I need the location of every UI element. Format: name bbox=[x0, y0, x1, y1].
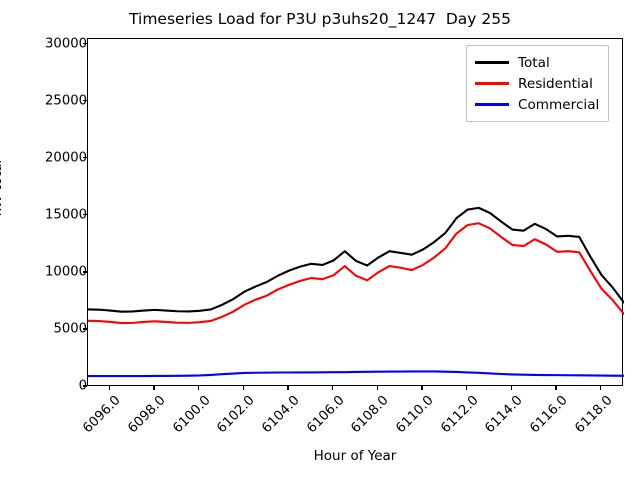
y-tick-label: 15000 bbox=[45, 207, 87, 223]
x-tick-label: 6110.0 bbox=[393, 393, 437, 437]
x-tick-label: 6100.0 bbox=[170, 393, 214, 437]
legend-swatch-commercial bbox=[475, 103, 509, 106]
y-tick-label: 25000 bbox=[45, 93, 87, 109]
y-tick-label: 5000 bbox=[53, 321, 87, 337]
y-tick-mark bbox=[83, 328, 87, 330]
x-tick-label: 6118.0 bbox=[572, 393, 616, 437]
legend-item-commercial: Commercial bbox=[475, 94, 599, 115]
legend-item-residential: Residential bbox=[475, 73, 599, 94]
series-line-residential bbox=[88, 222, 624, 325]
x-tick-mark bbox=[600, 386, 602, 390]
y-tick-mark bbox=[83, 214, 87, 216]
x-tick-mark bbox=[198, 386, 200, 390]
legend-item-total: Total bbox=[475, 52, 599, 73]
y-tick-mark bbox=[83, 271, 87, 273]
x-tick-mark bbox=[421, 386, 423, 390]
legend-label: Residential bbox=[518, 75, 593, 92]
x-tick-mark bbox=[242, 386, 244, 390]
x-tick-label: 6112.0 bbox=[438, 393, 482, 437]
x-tick-mark bbox=[555, 386, 557, 390]
x-tick-mark bbox=[376, 386, 378, 390]
y-tick-label: 30000 bbox=[45, 36, 87, 52]
x-tick-mark bbox=[153, 386, 155, 390]
x-tick-label: 6108.0 bbox=[348, 393, 392, 437]
y-tick-label: 20000 bbox=[45, 150, 87, 166]
x-tick-mark bbox=[287, 386, 289, 390]
x-tick-label: 6102.0 bbox=[214, 393, 258, 437]
x-axis-ticks: 6096.0 6098.0 6100.0 6102.0 6104.0 6106.0 6108… bbox=[81, 386, 623, 476]
y-tick-mark bbox=[83, 43, 87, 45]
x-tick-mark bbox=[108, 386, 110, 390]
y-tick-mark bbox=[83, 157, 87, 159]
legend-swatch-total bbox=[475, 61, 509, 64]
series-line-commercial bbox=[88, 370, 624, 378]
y-axis-tick-labels: 0 5000 10000 15000 20000 25000 30000 bbox=[0, 36, 87, 393]
y-tick-label: 0 bbox=[17, 379, 87, 394]
x-tick-mark bbox=[332, 386, 334, 390]
y-tick-mark bbox=[83, 385, 87, 387]
x-tick-mark bbox=[510, 386, 512, 390]
legend-label: Total bbox=[518, 54, 550, 71]
legend-swatch-residential bbox=[475, 82, 509, 85]
x-tick-label: 6096.0 bbox=[80, 393, 124, 437]
y-axis-tick-marks bbox=[83, 38, 87, 387]
x-tick-label: 6104.0 bbox=[259, 393, 303, 437]
x-tick-label: 6114.0 bbox=[482, 393, 526, 437]
x-tick-label: 6116.0 bbox=[527, 393, 571, 437]
chart-legend: Total Residential Commercial bbox=[466, 45, 610, 122]
chart-title: Timeseries Load for P3U p3uhs20_1247 Day… bbox=[129, 10, 511, 28]
x-tick-label: 6098.0 bbox=[125, 393, 169, 437]
plot-lines bbox=[88, 206, 624, 378]
x-tick-mark bbox=[466, 386, 468, 390]
x-tick-label: 6106.0 bbox=[304, 393, 348, 437]
legend-label: Commercial bbox=[518, 96, 600, 113]
series-line-total bbox=[88, 206, 624, 313]
y-tick-mark bbox=[83, 100, 87, 102]
y-tick-label: 10000 bbox=[45, 264, 87, 280]
x-axis-label: Hour of Year bbox=[313, 448, 397, 464]
